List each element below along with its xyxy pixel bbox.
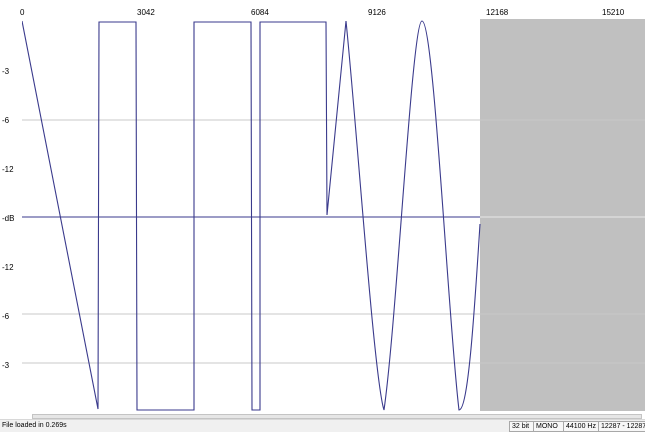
time-tick-label: 9126 — [368, 8, 386, 17]
db-label: -3 — [2, 67, 10, 76]
selection-range-cell: 12287 - 12287 — [598, 421, 645, 432]
db-label: -12 — [2, 263, 14, 272]
db-label: -6 — [2, 312, 10, 321]
db-label: -dB — [2, 214, 15, 223]
unused-region — [480, 19, 645, 411]
status-bar: File loaded in 0.269s 32 bit MONO 44100 … — [0, 419, 645, 432]
time-tick-label: 15210 — [602, 8, 625, 17]
db-label: -3 — [2, 361, 10, 370]
waveform-signal — [22, 20, 347, 411]
status-message: File loaded in 0.269s — [2, 422, 67, 429]
waveform-view[interactable] — [22, 19, 645, 411]
horizontal-scrollbar[interactable] — [32, 414, 642, 419]
time-tick-label: 3042 — [137, 8, 155, 17]
waveform-signal-curve — [345, 20, 481, 411]
db-label: -6 — [2, 116, 10, 125]
channels-cell: MONO — [533, 421, 565, 432]
grid-lines — [22, 119, 645, 364]
time-tick-label: 6084 — [251, 8, 269, 17]
db-label: -12 — [2, 165, 14, 174]
sample-rate-cell: 44100 Hz — [563, 421, 602, 432]
time-ruler[interactable]: 0 3042 6084 9126 12168 15210 — [0, 0, 645, 19]
db-scale: -3 -6 -12 -dB -12 -6 -3 — [0, 19, 22, 411]
time-tick-label: 12168 — [486, 8, 509, 17]
time-tick-label: 0 — [20, 8, 25, 17]
